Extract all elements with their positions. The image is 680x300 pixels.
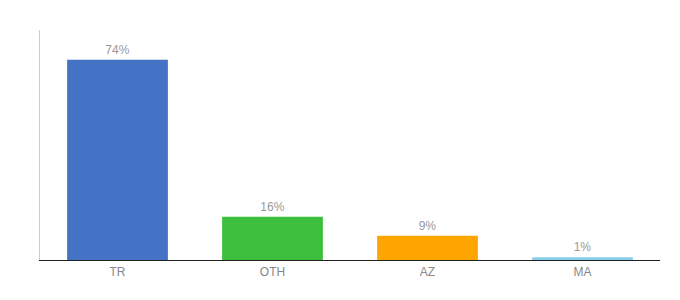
svg-text:9%: 9% [419,219,437,233]
svg-text:TR: TR [110,265,126,279]
svg-text:OTH: OTH [260,265,285,279]
svg-text:1%: 1% [574,240,592,254]
svg-text:AZ: AZ [420,265,435,279]
svg-text:74%: 74% [105,43,129,57]
svg-text:MA: MA [574,265,592,279]
svg-text:16%: 16% [260,200,284,214]
